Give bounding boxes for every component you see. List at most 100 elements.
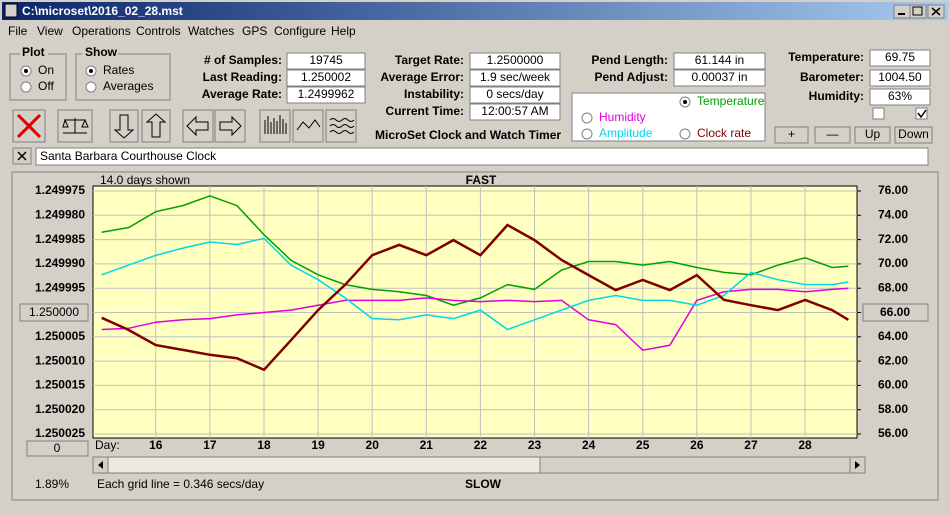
arrow bbox=[855, 461, 860, 469]
title-bar bbox=[2, 2, 948, 20]
field-box bbox=[469, 86, 561, 104]
offset-button-label: 0 bbox=[54, 441, 61, 455]
series-line bbox=[101, 237, 849, 331]
field-label: Last Reading: bbox=[203, 70, 282, 84]
radio-button[interactable] bbox=[581, 112, 593, 124]
y-tick-label: 1.249995 bbox=[35, 280, 85, 294]
field-value: 63% bbox=[888, 89, 912, 103]
y-tick-label: 1.249975 bbox=[35, 183, 85, 197]
radio-button[interactable] bbox=[679, 128, 691, 140]
radio-label: Temperature bbox=[697, 94, 765, 108]
y2-tick-label: 76.00 bbox=[878, 183, 908, 197]
radio-dot bbox=[89, 69, 93, 73]
temp-button[interactable] bbox=[862, 303, 929, 322]
x-tick-label: 17 bbox=[203, 438, 217, 452]
temp-button-label: 66.00 bbox=[880, 305, 910, 319]
field-box bbox=[286, 86, 366, 104]
button-label: — bbox=[827, 127, 839, 141]
status: 1.89% bbox=[35, 477, 69, 491]
menu-item[interactable]: Watches bbox=[188, 24, 234, 38]
y-tick-label: 1.250020 bbox=[35, 402, 85, 416]
group-title: Plot bbox=[22, 45, 45, 59]
menu-item[interactable]: Operations bbox=[72, 24, 131, 38]
y-tick-label: 1.250010 bbox=[35, 353, 85, 367]
x-tick-label: 16 bbox=[149, 438, 163, 452]
y2-tick-label: 72.00 bbox=[878, 232, 908, 246]
x-label: Day: bbox=[95, 438, 120, 452]
show-group: Show bbox=[75, 45, 171, 101]
rate-button-label: 1.250000 bbox=[29, 305, 79, 319]
menu-item[interactable]: View bbox=[37, 24, 63, 38]
scroll-thumb[interactable] bbox=[539, 456, 851, 474]
radio-button[interactable] bbox=[20, 81, 32, 93]
window-controls bbox=[893, 4, 945, 19]
menu-item[interactable]: Help bbox=[331, 24, 356, 38]
adjust-button[interactable] bbox=[774, 126, 809, 144]
radio-label: Off bbox=[38, 79, 54, 93]
checkboxes bbox=[872, 107, 928, 120]
field-value: 12:00:57 AM bbox=[481, 104, 548, 118]
wave-view-button[interactable] bbox=[325, 109, 357, 143]
menu-bar: File View Operations Controls Watches GPS Conf… bbox=[8, 24, 356, 38]
line-view-button[interactable] bbox=[292, 109, 324, 143]
readouts: # of Samples: 19745 Last Reading: 1.250002 A… bbox=[202, 49, 931, 121]
field-value: 19745 bbox=[309, 53, 343, 67]
menu-item[interactable]: File bbox=[8, 24, 28, 38]
field-value: 1.2499962 bbox=[298, 87, 355, 101]
field-box bbox=[869, 88, 931, 106]
field-label: Pend Adjust: bbox=[594, 70, 668, 84]
clock-name-field[interactable] bbox=[35, 147, 929, 166]
field-box bbox=[673, 52, 766, 70]
field-box bbox=[869, 69, 931, 87]
menu-item[interactable]: Configure bbox=[274, 24, 326, 38]
top-label: FAST bbox=[466, 173, 497, 187]
field-label: Barometer: bbox=[800, 70, 864, 84]
y2-tick-label: 70.00 bbox=[878, 256, 908, 270]
y-tick-label: 1.249990 bbox=[35, 256, 85, 270]
field-value: 1.250002 bbox=[301, 70, 351, 84]
x-tick-label: 18 bbox=[257, 438, 271, 452]
field-box bbox=[869, 49, 931, 67]
menu-item[interactable]: GPS bbox=[242, 24, 267, 38]
days-shown: 14.0 days shown bbox=[100, 173, 190, 187]
field-label: Average Error: bbox=[380, 70, 464, 84]
adjust-button[interactable] bbox=[894, 126, 933, 144]
adjust-buttons: + — Up Down bbox=[774, 126, 933, 144]
field-value: 61.144 in bbox=[695, 53, 744, 67]
y2-tick-label: 64.00 bbox=[878, 329, 908, 343]
app-title: MicroSet Clock and Watch Timer bbox=[375, 128, 561, 142]
series-selector bbox=[571, 92, 766, 142]
adjust-button[interactable] bbox=[854, 126, 891, 144]
series-line bbox=[101, 195, 849, 306]
field-label: Current Time: bbox=[386, 104, 464, 118]
checkbox[interactable] bbox=[915, 107, 928, 120]
field-value: 1.9 sec/week bbox=[480, 70, 551, 84]
radio-label: Clock rate bbox=[697, 126, 751, 140]
radio-label: Averages bbox=[103, 79, 153, 93]
radio-label: Humidity bbox=[599, 110, 646, 124]
checkbox[interactable] bbox=[872, 107, 885, 120]
offset-button[interactable] bbox=[26, 440, 89, 457]
adjust-button[interactable] bbox=[814, 126, 851, 144]
minimize-button[interactable] bbox=[893, 4, 911, 19]
field-label: Temperature: bbox=[788, 50, 864, 64]
button-label: Up bbox=[865, 127, 881, 141]
chart: 1.249975 1.249980 1.249985 1.249990 1.249995… bbox=[19, 173, 929, 491]
field-value: 0.00037 in bbox=[691, 70, 747, 84]
menu-item[interactable]: Controls bbox=[136, 24, 181, 38]
y2-tick-label: 58.00 bbox=[878, 402, 908, 416]
series-line bbox=[101, 287, 849, 352]
y-tick-label: 1.250005 bbox=[35, 329, 85, 343]
legend: Clock rate Temperature Humidity Amplitude bbox=[581, 94, 765, 140]
rate-button[interactable] bbox=[19, 303, 89, 322]
radio-label: Rates bbox=[103, 63, 134, 77]
grid-note: Each grid line = 0.346 secs/day bbox=[97, 477, 264, 491]
field-box bbox=[286, 69, 366, 87]
x-tick-label: 19 bbox=[311, 438, 325, 452]
field-value: 69.75 bbox=[885, 50, 915, 64]
radio-button[interactable] bbox=[581, 128, 593, 140]
y2-tick-label: 74.00 bbox=[878, 207, 908, 221]
radio-button[interactable] bbox=[85, 81, 97, 93]
series-line bbox=[101, 223, 849, 372]
plot-group: Plot bbox=[9, 45, 67, 101]
